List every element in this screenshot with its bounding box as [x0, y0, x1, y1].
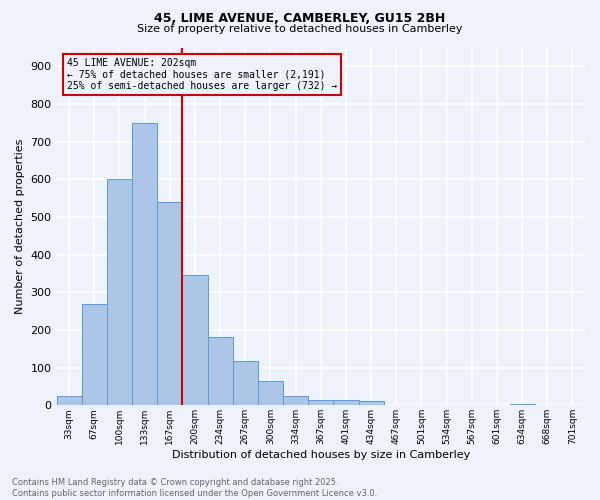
Bar: [334, 400, 359, 406]
Bar: [258, 381, 283, 406]
Bar: [56, 396, 82, 406]
Bar: [283, 396, 308, 406]
Bar: [132, 123, 157, 406]
Bar: [107, 180, 132, 406]
Bar: [308, 400, 334, 406]
Text: Size of property relative to detached houses in Camberley: Size of property relative to detached ho…: [137, 24, 463, 34]
Bar: [233, 361, 258, 406]
Bar: [208, 338, 233, 406]
Y-axis label: Number of detached properties: Number of detached properties: [15, 138, 25, 314]
Bar: [359, 401, 383, 406]
Text: Contains HM Land Registry data © Crown copyright and database right 2025.
Contai: Contains HM Land Registry data © Crown c…: [12, 478, 377, 498]
Bar: [509, 404, 535, 406]
Text: 45 LIME AVENUE: 202sqm
← 75% of detached houses are smaller (2,191)
25% of semi-: 45 LIME AVENUE: 202sqm ← 75% of detached…: [67, 58, 337, 92]
Text: 45, LIME AVENUE, CAMBERLEY, GU15 2BH: 45, LIME AVENUE, CAMBERLEY, GU15 2BH: [154, 12, 446, 26]
Bar: [82, 304, 107, 406]
X-axis label: Distribution of detached houses by size in Camberley: Distribution of detached houses by size …: [172, 450, 470, 460]
Bar: [182, 276, 208, 406]
Bar: [157, 202, 182, 406]
